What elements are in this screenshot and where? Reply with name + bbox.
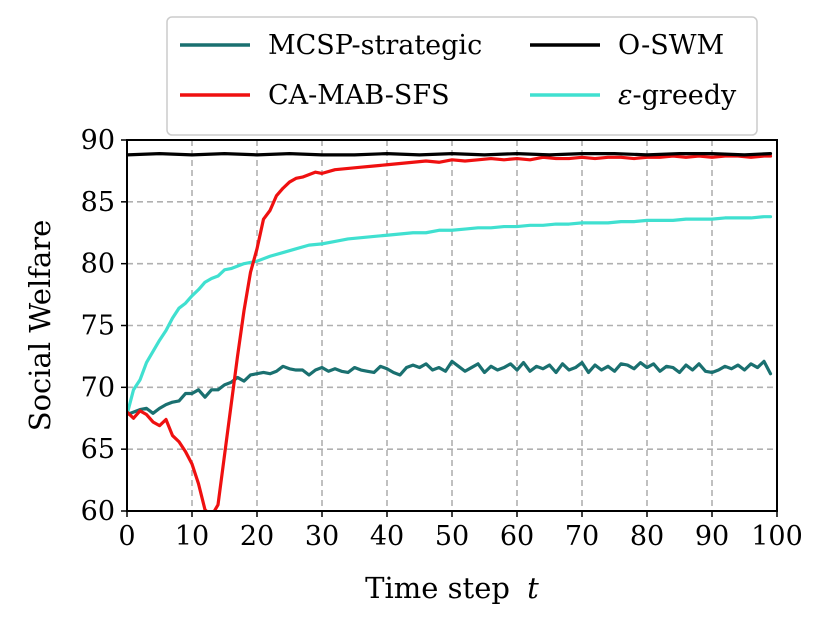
legend-label-ca-mab-sfs: CA-MAB-SFS xyxy=(268,80,450,111)
x-tick-label: 60 xyxy=(500,521,534,552)
series-lines xyxy=(127,152,773,511)
y-tick-label: 75 xyxy=(81,311,115,342)
x-axis-label-variable: t xyxy=(527,571,539,605)
x-tick-label: 90 xyxy=(695,521,729,552)
legend-label-o-swm: O-SWM xyxy=(618,30,724,61)
x-axis-label-text: Time step xyxy=(365,571,510,605)
legend: MCSP-strategic O-SWM CA-MAB-SFS ε-greedy xyxy=(166,16,758,136)
axis-ticks: 0 10 20 30 40 50 60 70 80 90 100 60 65 70 75 80 85 90 xyxy=(81,125,803,552)
legend-label--greedy: ε-greedy xyxy=(618,80,737,111)
x-axis-label: Time step t xyxy=(365,571,539,605)
x-tick-label: 10 xyxy=(175,521,209,552)
x-tick-label: 20 xyxy=(240,521,274,552)
x-tick-label: 40 xyxy=(370,521,404,552)
y-tick-label: 65 xyxy=(81,434,115,465)
series-line-o-swm xyxy=(127,152,773,157)
y-tick-label: 80 xyxy=(81,249,115,280)
grid xyxy=(127,140,777,511)
y-tick-label: 90 xyxy=(81,125,115,156)
x-tick-label: 100 xyxy=(751,521,803,552)
x-tick-label: 50 xyxy=(435,521,469,552)
x-tick-label: 30 xyxy=(305,521,339,552)
legend-box xyxy=(166,16,758,136)
legend-label-mcsp-strategic: MCSP-strategic xyxy=(268,30,482,61)
y-axis-label: Social Welfare xyxy=(23,220,57,432)
series-line--greedy xyxy=(127,215,773,417)
x-tick-label: 0 xyxy=(118,521,135,552)
series-line-ca-mab-sfs xyxy=(127,154,773,511)
y-tick-label: 60 xyxy=(81,496,115,527)
y-tick-label: 70 xyxy=(81,372,115,403)
y-tick-label: 85 xyxy=(81,187,115,218)
x-tick-label: 70 xyxy=(565,521,599,552)
x-tick-label: 80 xyxy=(630,521,664,552)
